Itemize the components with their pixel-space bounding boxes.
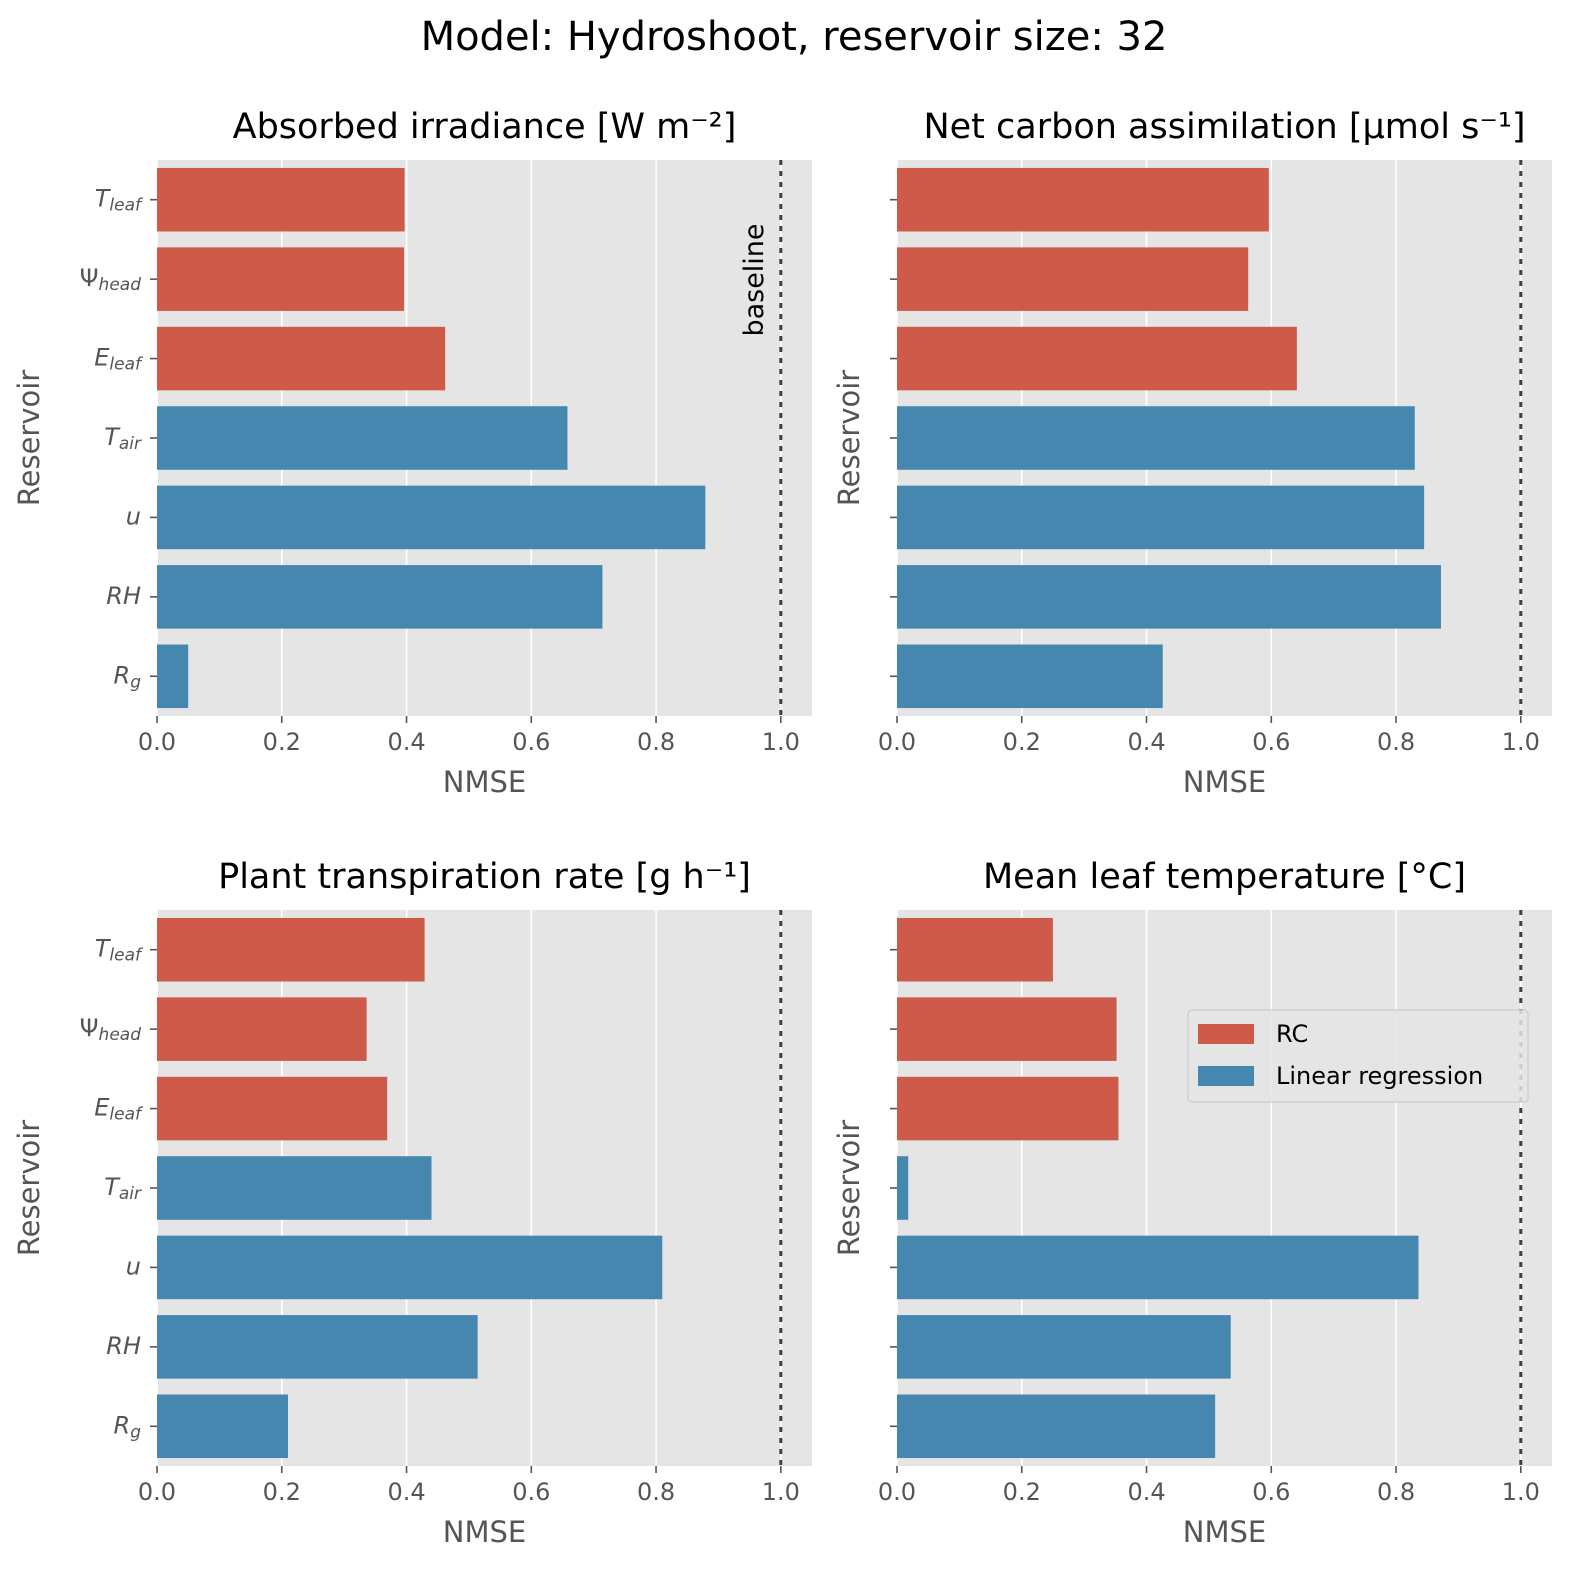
x-tick-label: 0.0: [138, 728, 176, 756]
y-tick-label: Ψhead: [80, 1014, 142, 1045]
subplot-title: Plant transpiration rate [g h⁻¹]: [218, 857, 751, 897]
bar-linear-regression: [897, 565, 1441, 629]
y-tick-label: u: [126, 1252, 141, 1280]
y-tick-label: Eleaf: [94, 1094, 144, 1125]
subplot-3: 0.0 0.2 0.4 0.6 0.8 1.0 Tleaf Ψhead Eleaf Tair u RH…: [12, 857, 812, 1549]
bar-linear-regression: [897, 1235, 1419, 1300]
x-axis-label: NMSE: [443, 1515, 526, 1549]
y-tick-label: Tair: [104, 1173, 142, 1204]
baseline-label: baseline: [739, 223, 770, 336]
x-tick-label: 0.0: [878, 728, 916, 756]
legend: RC Linear regression: [1187, 1009, 1529, 1103]
figure-title: Model: Hydroshoot, reservoir size: 32: [420, 14, 1168, 60]
y-tick-label: RH: [106, 1332, 141, 1360]
x-tick-label: 0.4: [1127, 1478, 1165, 1506]
x-tick-label: 0.2: [1003, 1478, 1041, 1506]
plot-area: [897, 910, 1552, 1466]
bar-rc: [897, 1076, 1119, 1141]
x-tick-label: 0.4: [1127, 728, 1165, 756]
bar-linear-regression: [157, 1394, 288, 1459]
x-tick-label: 0.2: [263, 1478, 301, 1506]
x-tick-label: 0.0: [878, 1478, 916, 1506]
y-axis-label: Reservoir: [832, 1120, 866, 1257]
bar-linear-regression: [897, 485, 1425, 550]
subplot-2: 0.0 0.2 0.4 0.6 0.8 1.0 Net carbon assimilatio…: [832, 107, 1552, 799]
x-tick-label: 0.8: [637, 728, 675, 756]
subplot-title: Absorbed irradiance [W m⁻²]: [233, 107, 737, 147]
bar-rc: [157, 997, 367, 1061]
subplot-title: Net carbon assimilation [μmol s⁻¹]: [923, 107, 1525, 147]
bar-rc: [157, 167, 405, 232]
x-tick-label: 0.2: [263, 728, 301, 756]
x-tick-label: 1.0: [1502, 728, 1540, 756]
bar-linear-regression: [897, 406, 1415, 470]
y-tick-label: Eleaf: [94, 344, 144, 375]
x-tick-label: 0.0: [138, 1478, 176, 1506]
y-tick-label: Rg: [114, 661, 142, 692]
bar-linear-regression: [157, 406, 568, 470]
bar-linear-regression: [157, 1235, 663, 1300]
x-tick-label: 0.6: [512, 1478, 550, 1506]
y-tick-label: Ψhead: [80, 264, 142, 295]
x-tick-label: 0.6: [1252, 728, 1290, 756]
legend-swatch: [1198, 1024, 1254, 1044]
x-tick-label: 0.8: [1377, 1478, 1415, 1506]
y-tick-label: Tleaf: [95, 935, 144, 966]
x-tick-label: 1.0: [762, 728, 800, 756]
y-axis-label: Reservoir: [12, 1120, 46, 1257]
bar-linear-regression: [897, 1394, 1216, 1459]
x-tick-label: 0.8: [637, 1478, 675, 1506]
x-tick-label: 0.8: [1377, 728, 1415, 756]
x-tick-label: 1.0: [1502, 1478, 1540, 1506]
bar-rc: [897, 917, 1053, 982]
y-tick-label: RH: [106, 582, 141, 610]
x-tick-label: 0.6: [512, 728, 550, 756]
x-axis-label: NMSE: [1183, 765, 1266, 799]
y-tick-label: Tair: [104, 423, 142, 454]
y-tick-label: Tleaf: [95, 185, 144, 216]
legend-box: [1187, 1009, 1529, 1103]
bar-rc: [157, 247, 405, 311]
subplot-title: Mean leaf temperature [°C]: [983, 857, 1466, 897]
bar-linear-regression: [157, 1315, 478, 1379]
y-axis-label: Reservoir: [832, 370, 866, 507]
bar-rc: [897, 167, 1269, 232]
x-tick-label: 1.0: [762, 1478, 800, 1506]
subplot-1: 0.0 0.2 0.4 0.6 0.8 1.0 Tleaf Ψhead Eleaf Tair u RH…: [12, 107, 812, 799]
x-tick-label: 0.4: [387, 728, 425, 756]
bar-rc: [897, 997, 1117, 1061]
y-tick-label: Rg: [114, 1411, 142, 1442]
bar-linear-regression: [157, 1156, 432, 1220]
bar-rc: [897, 326, 1297, 391]
bar-linear-regression: [897, 1315, 1231, 1379]
x-tick-label: 0.6: [1252, 1478, 1290, 1506]
x-tick-label: 0.4: [387, 1478, 425, 1506]
x-axis-label: NMSE: [443, 765, 526, 799]
bar-linear-regression: [157, 565, 603, 629]
x-tick-label: 0.2: [1003, 728, 1041, 756]
subplot-4: 0.0 0.2 0.4 0.6 0.8 1.0 Mean leaf temperature …: [832, 857, 1552, 1549]
bar-linear-regression: [897, 1156, 909, 1220]
x-axis-label: NMSE: [1183, 1515, 1266, 1549]
bar-rc: [157, 1076, 388, 1141]
y-axis-label: Reservoir: [12, 370, 46, 507]
bar-linear-regression: [157, 644, 189, 709]
bar-rc: [157, 326, 446, 391]
bar-rc: [897, 247, 1249, 311]
bar-linear-regression: [897, 644, 1163, 709]
bar-linear-regression: [157, 485, 706, 550]
legend-swatch: [1198, 1066, 1254, 1086]
legend-label: RC: [1276, 1020, 1308, 1048]
bar-rc: [157, 917, 425, 982]
y-tick-label: u: [126, 502, 141, 530]
legend-label: Linear regression: [1276, 1062, 1483, 1090]
